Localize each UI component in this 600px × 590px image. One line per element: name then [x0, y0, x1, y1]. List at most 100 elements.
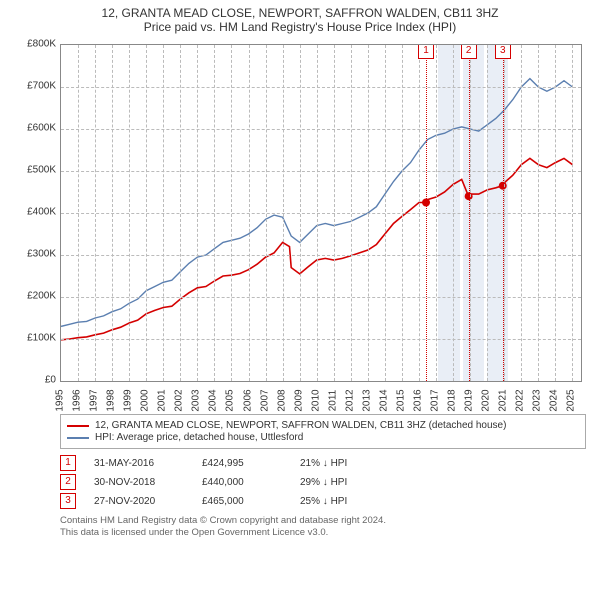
gridline: [95, 45, 96, 381]
x-tick-label: 2015: [395, 389, 406, 411]
events-table: 1 31-MAY-2016 £424,995 21% ↓ HPI 2 30-NO…: [60, 455, 586, 509]
y-tick-label: £700K: [16, 81, 56, 92]
legend-label: HPI: Average price, detached house, Uttl…: [95, 432, 303, 443]
gridline: [334, 45, 335, 381]
gridline: [368, 45, 369, 381]
gridline: [197, 45, 198, 381]
x-tick-label: 2014: [378, 389, 389, 411]
x-tick-label: 2007: [259, 389, 270, 411]
gridline: [249, 45, 250, 381]
gridline: [112, 45, 113, 381]
gridline: [453, 45, 454, 381]
event-date: 27-NOV-2020: [94, 496, 184, 507]
gridline: [538, 45, 539, 381]
y-tick-label: £500K: [16, 165, 56, 176]
x-tick-label: 2003: [191, 389, 202, 411]
x-tick-label: 2001: [157, 389, 168, 411]
gridline: [317, 45, 318, 381]
event-diff: 21% ↓ HPI: [300, 458, 390, 469]
x-tick-label: 2006: [242, 389, 253, 411]
x-tick-label: 2025: [566, 389, 577, 411]
event-label-box: 1: [418, 44, 434, 59]
x-tick-label: 1995: [55, 389, 66, 411]
x-tick-label: 2008: [276, 389, 287, 411]
gridline: [180, 45, 181, 381]
gridline: [402, 45, 403, 381]
y-tick-label: £600K: [16, 123, 56, 134]
legend-swatch: [67, 437, 89, 439]
x-tick-label: 2022: [515, 389, 526, 411]
x-tick-label: 1996: [72, 389, 83, 411]
x-tick-label: 2004: [208, 389, 219, 411]
x-tick-label: 2012: [344, 389, 355, 411]
gridline: [419, 45, 420, 381]
x-tick-label: 1999: [123, 389, 134, 411]
x-tick-label: 2023: [532, 389, 543, 411]
legend: 12, GRANTA MEAD CLOSE, NEWPORT, SAFFRON …: [60, 414, 586, 449]
footer-line-2: This data is licensed under the Open Gov…: [60, 527, 586, 539]
event-price: £440,000: [202, 477, 282, 488]
x-tick-label: 1997: [89, 389, 100, 411]
event-line: [503, 45, 504, 381]
event-marker-box: 2: [60, 474, 76, 490]
gridline: [351, 45, 352, 381]
gridline: [521, 45, 522, 381]
y-tick-label: £100K: [16, 333, 56, 344]
gridline: [436, 45, 437, 381]
plot-area: 1 2 3: [60, 44, 582, 382]
gridline: [78, 45, 79, 381]
gridline: [385, 45, 386, 381]
x-tick-label: 2002: [174, 389, 185, 411]
x-tick-label: 2024: [549, 389, 560, 411]
gridline: [487, 45, 488, 381]
event-date: 30-NOV-2018: [94, 477, 184, 488]
gridline: [470, 45, 471, 381]
footer: Contains HM Land Registry data © Crown c…: [60, 515, 586, 540]
y-tick-label: £800K: [16, 39, 56, 50]
gridline: [555, 45, 556, 381]
y-tick-label: £200K: [16, 291, 56, 302]
y-tick-label: £300K: [16, 249, 56, 260]
gridline: [163, 45, 164, 381]
legend-swatch: [67, 425, 89, 427]
legend-item: HPI: Average price, detached house, Uttl…: [67, 432, 579, 443]
x-tick-label: 2018: [447, 389, 458, 411]
event-label-box: 2: [461, 44, 477, 59]
x-tick-label: 2011: [327, 390, 338, 412]
event-label-box: 3: [495, 44, 511, 59]
event-line: [426, 45, 427, 381]
gridline: [214, 45, 215, 381]
gridline: [266, 45, 267, 381]
title-line-1: 12, GRANTA MEAD CLOSE, NEWPORT, SAFFRON …: [4, 6, 596, 20]
title-line-2: Price paid vs. HM Land Registry's House …: [4, 20, 596, 34]
gridline: [572, 45, 573, 381]
event-line: [469, 45, 470, 381]
event-price: £465,000: [202, 496, 282, 507]
gridline: [300, 45, 301, 381]
x-tick-label: 2020: [481, 389, 492, 411]
event-marker-box: 1: [60, 455, 76, 471]
event-diff: 29% ↓ HPI: [300, 477, 390, 488]
gridline: [231, 45, 232, 381]
table-row: 1 31-MAY-2016 £424,995 21% ↓ HPI: [60, 455, 586, 471]
gridline: [129, 45, 130, 381]
gridline: [283, 45, 284, 381]
chart-container: 123 £0£100K£200K£300K£400K£500K£600K£700…: [16, 38, 586, 408]
x-tick-label: 2000: [140, 389, 151, 411]
table-row: 3 27-NOV-2020 £465,000 25% ↓ HPI: [60, 493, 586, 509]
chart-title: 12, GRANTA MEAD CLOSE, NEWPORT, SAFFRON …: [0, 0, 600, 36]
event-price: £424,995: [202, 458, 282, 469]
event-diff: 25% ↓ HPI: [300, 496, 390, 507]
event-date: 31-MAY-2016: [94, 458, 184, 469]
footer-line-1: Contains HM Land Registry data © Crown c…: [60, 515, 586, 527]
legend-label: 12, GRANTA MEAD CLOSE, NEWPORT, SAFFRON …: [95, 420, 506, 431]
x-tick-label: 2021: [498, 389, 509, 411]
x-tick-label: 2017: [430, 389, 441, 411]
x-tick-label: 2009: [293, 389, 304, 411]
gridline: [146, 45, 147, 381]
x-tick-label: 2019: [464, 389, 475, 411]
y-tick-label: £400K: [16, 207, 56, 218]
x-tick-label: 2016: [413, 389, 424, 411]
x-tick-label: 1998: [106, 389, 117, 411]
x-tick-label: 2013: [361, 389, 372, 411]
